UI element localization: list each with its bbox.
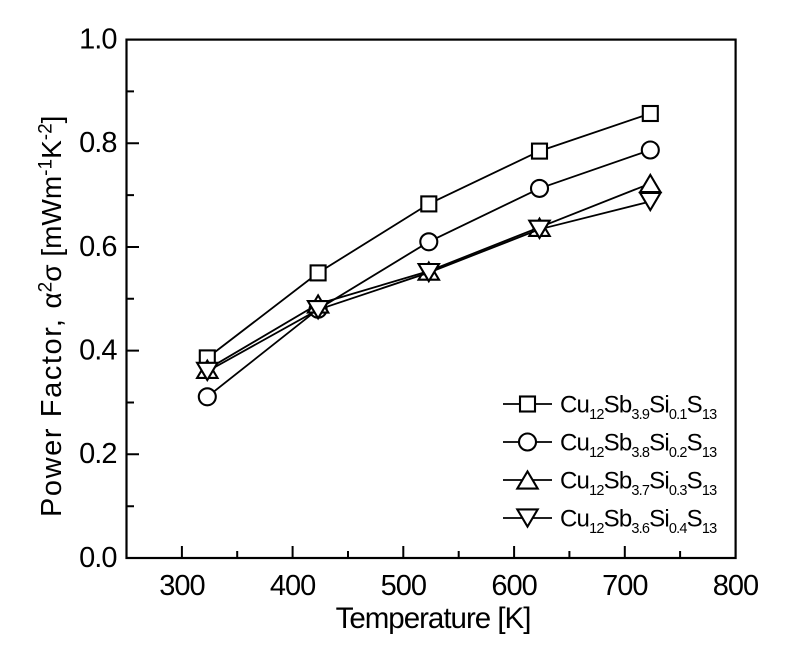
svg-text:500: 500 (381, 570, 426, 602)
svg-text:600: 600 (491, 570, 536, 602)
svg-text:0.2: 0.2 (79, 438, 116, 470)
svg-text:Cu12Sb3.8Si0.2S13: Cu12Sb3.8Si0.2S13 (560, 430, 717, 462)
svg-text:Cu12Sb3.9Si0.1S13: Cu12Sb3.9Si0.1S13 (560, 392, 717, 424)
svg-text:0.6: 0.6 (79, 231, 116, 263)
svg-text:800: 800 (713, 570, 758, 602)
svg-text:700: 700 (602, 570, 647, 602)
svg-text:400: 400 (270, 570, 315, 602)
svg-text:1.0: 1.0 (79, 23, 116, 55)
svg-text:0.4: 0.4 (79, 334, 117, 366)
svg-text:0.8: 0.8 (79, 127, 116, 159)
svg-text:0.0: 0.0 (79, 542, 116, 574)
svg-text:α2σ [mWm-1K-2]: α2σ [mWm-1K-2] (36, 116, 68, 309)
svg-text:Power Factor,: Power Factor, (36, 319, 68, 517)
svg-text:Temperature [K]: Temperature [K] (336, 602, 531, 635)
svg-text:Cu12Sb3.6Si0.4S13: Cu12Sb3.6Si0.4S13 (560, 506, 717, 538)
svg-text:300: 300 (159, 570, 204, 602)
svg-text:Cu12Sb3.7Si0.3S13: Cu12Sb3.7Si0.3S13 (560, 468, 717, 500)
